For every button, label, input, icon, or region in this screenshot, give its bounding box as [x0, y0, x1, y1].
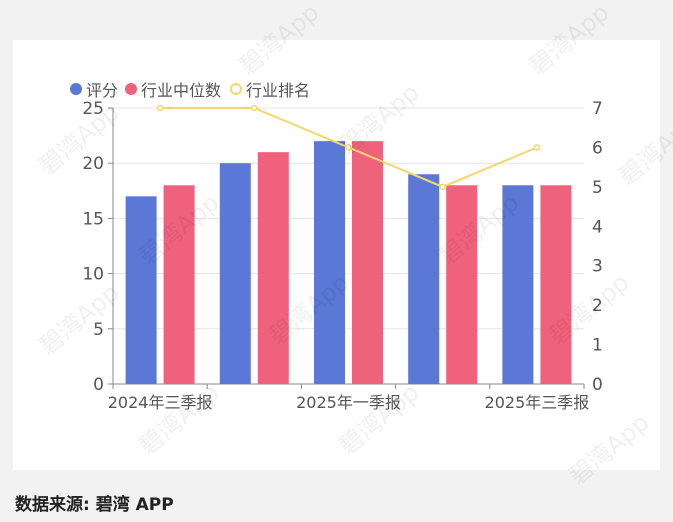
legend-score[interactable]: 评分 — [70, 78, 118, 100]
rank-point — [251, 104, 258, 112]
bar-score — [502, 185, 534, 384]
bar-score — [219, 163, 251, 384]
legend-median[interactable]: 行业中位数 — [125, 78, 221, 100]
y-right-tick-label: 3 — [592, 257, 603, 277]
rank-point — [439, 183, 446, 191]
legend-rank-swatch — [230, 83, 242, 95]
rank-point — [156, 104, 164, 112]
source-caption: 数据来源: 碧湾 APP — [15, 495, 174, 515]
rank-point — [533, 144, 541, 151]
x-tick-label: 2025年三季报 — [485, 393, 590, 412]
rank-point — [345, 144, 352, 151]
y-right-tick-label: 6 — [592, 138, 603, 158]
y-right-tick-label: 2 — [592, 296, 603, 316]
y-left-tick-label: 5 — [93, 320, 104, 340]
y-right-tick-label: 4 — [592, 217, 603, 237]
y-left-tick-label: 0 — [93, 375, 104, 395]
bar-median — [163, 185, 195, 384]
y-right-tick-label: 0 — [592, 375, 603, 395]
y-right-tick-label: 5 — [592, 178, 603, 198]
bar-score — [408, 174, 440, 384]
y-left-tick-label: 20 — [82, 154, 104, 174]
y-left-tick-label: 15 — [82, 209, 104, 229]
legend-score-label: 评分 — [86, 81, 119, 100]
y-left-tick-label: 10 — [82, 265, 104, 285]
legend-median-label: 行业中位数 — [141, 81, 222, 100]
legend-rank[interactable]: 行业排名 — [230, 78, 310, 100]
bar-median — [540, 185, 572, 384]
bar-score — [314, 141, 345, 384]
x-tick-label: 2024年三季报 — [108, 393, 213, 412]
legend-median-swatch — [125, 83, 137, 95]
legend-score-swatch — [70, 83, 82, 95]
bar-median — [257, 152, 289, 384]
x-tick-label: 2025年一季报 — [296, 393, 401, 412]
y-right-tick-label: 7 — [592, 99, 603, 119]
bar-median — [446, 185, 478, 384]
bar-score — [125, 196, 157, 384]
bar-median — [352, 141, 383, 384]
legend-rank-label: 行业排名 — [246, 81, 311, 100]
y-right-tick-label: 1 — [592, 336, 603, 356]
y-left-tick-label: 25 — [82, 99, 104, 119]
